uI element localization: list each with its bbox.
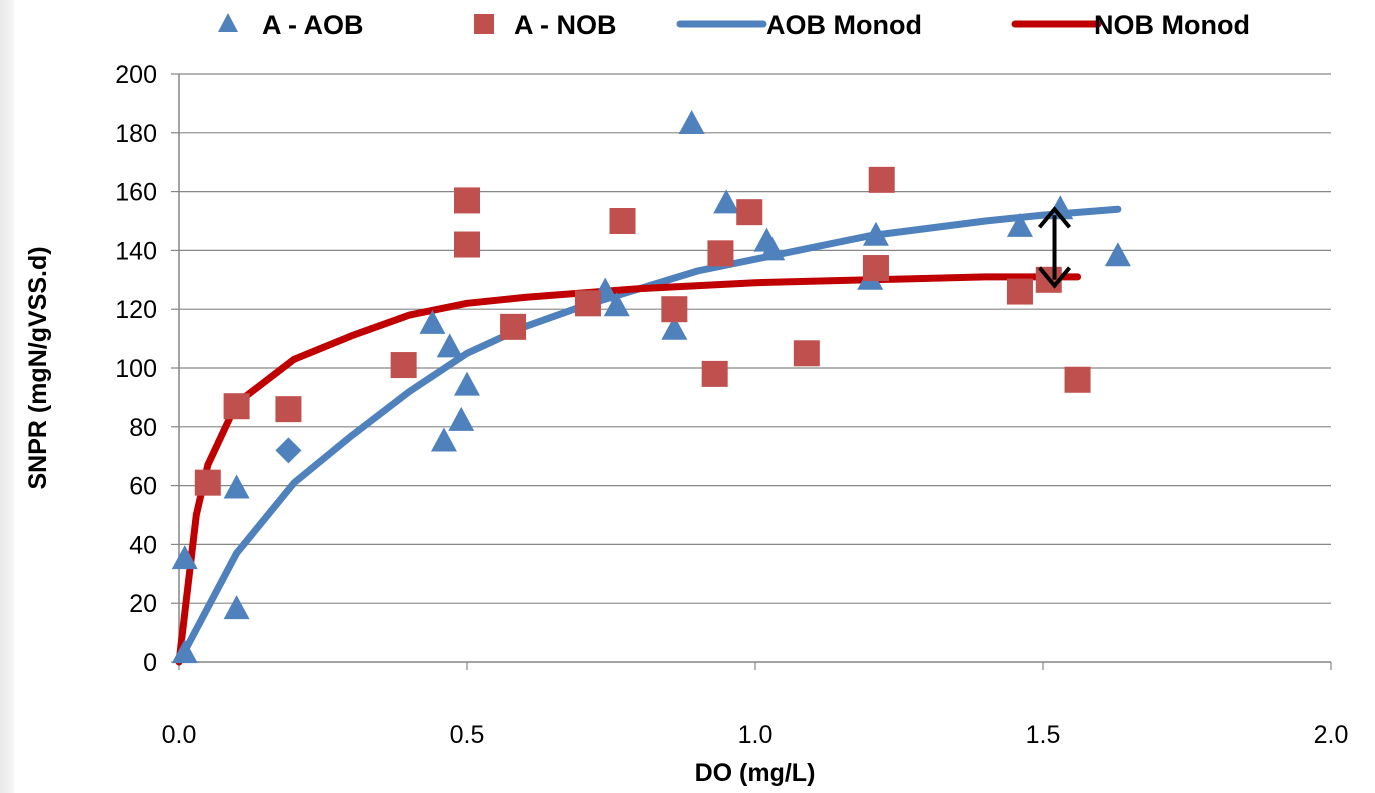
y-tick-label: 120: [115, 296, 157, 324]
data-point: [713, 189, 740, 214]
window-edge: [0, 0, 14, 793]
x-tick-label: 1.0: [738, 721, 773, 749]
data-point: [736, 199, 763, 226]
data-point: [1064, 366, 1091, 393]
data-point: [1104, 242, 1131, 267]
data-point: [603, 292, 630, 317]
double-arrow-head: [1037, 266, 1072, 289]
data-point: [454, 371, 480, 396]
data-point: [759, 236, 786, 261]
data-point: [171, 639, 198, 664]
gridlines: [171, 73, 1332, 670]
y-tick-label: 200: [115, 61, 157, 89]
y-tick-label: 100: [115, 355, 157, 383]
data-point: [609, 208, 636, 234]
data-point: [419, 309, 446, 334]
data-point: [436, 333, 463, 358]
double-arrow-head: [1037, 206, 1072, 229]
x-tick-label: 1.5: [1026, 721, 1061, 749]
data-point: [223, 393, 250, 420]
data-point: [1006, 278, 1033, 305]
y-tick-label: 0: [143, 649, 157, 677]
legend-label: AOB Monod: [766, 10, 922, 40]
legend-marker: [474, 14, 494, 34]
x-axis-title: DO (mg/L): [695, 759, 816, 787]
data-point: [661, 315, 688, 340]
series-markers: [171, 109, 1131, 664]
y-axis-title: SNPR (mgN/gVSS.d): [24, 246, 52, 489]
data-point: [868, 166, 895, 193]
x-tick-label: 0.5: [450, 721, 485, 749]
y-tick-label: 140: [115, 237, 157, 265]
legend-label: NOB Monod: [1094, 10, 1250, 40]
data-point: [500, 313, 527, 340]
data-point: [448, 406, 475, 431]
data-point: [223, 595, 250, 620]
data-point: [194, 469, 221, 496]
data-point: [275, 437, 302, 464]
legend-label: A - NOB: [514, 10, 617, 40]
legend-label: A - AOB: [262, 10, 364, 40]
x-tick-label: 2.0: [1314, 721, 1349, 749]
data-point: [454, 231, 480, 258]
x-tick-label: 0.0: [162, 721, 197, 749]
legend-marker: [218, 13, 238, 32]
annotations: [1037, 206, 1072, 289]
data-point: [454, 187, 480, 214]
data-point: [223, 474, 250, 499]
y-tick-label: 40: [129, 531, 157, 559]
y-tick-label: 180: [115, 120, 157, 148]
y-tick-label: 160: [115, 179, 157, 207]
series-line: [175, 273, 1082, 666]
data-point: [1006, 212, 1033, 237]
data-point: [171, 545, 198, 570]
data-point: [701, 360, 728, 387]
legend: A - AOB A - NOB AOB Monod NOB Monod: [218, 10, 1250, 40]
data-point: [275, 396, 302, 423]
data-point: [862, 221, 889, 246]
y-tick-label: 20: [129, 590, 157, 618]
data-point: [862, 255, 889, 282]
y-tick-label: 60: [129, 473, 157, 501]
data-point: [390, 352, 417, 379]
y-tick-labels: 0 20 40 60 80 100 120 140 160 180 200: [115, 61, 157, 677]
data-point: [793, 340, 820, 367]
data-point: [707, 240, 734, 267]
y-tick-label: 80: [129, 414, 157, 442]
data-point: [574, 290, 601, 317]
data-point: [430, 427, 457, 452]
data-point: [661, 296, 688, 323]
data-point: [678, 109, 705, 134]
series-lines: [175, 205, 1122, 666]
x-tick-labels: 0.0 0.5 1.0 1.5 2.0: [162, 721, 1349, 749]
